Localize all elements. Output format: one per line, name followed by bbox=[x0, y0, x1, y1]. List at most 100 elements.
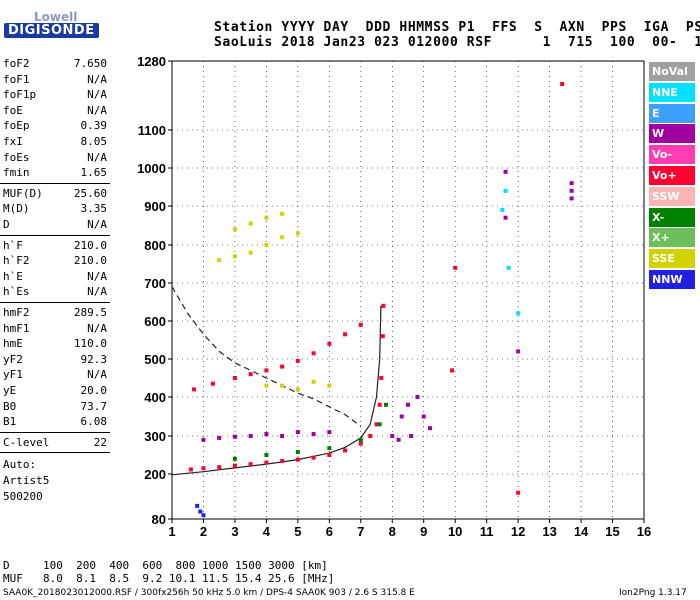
echo-point bbox=[232, 463, 237, 468]
param-name: hmF1 bbox=[3, 321, 30, 335]
echo-point bbox=[195, 503, 200, 508]
param-separator bbox=[0, 234, 110, 236]
logo-digisonde: DIGISONDE bbox=[4, 23, 99, 38]
echo-point bbox=[311, 455, 316, 460]
echo-point bbox=[232, 376, 237, 380]
param-name: hmF2 bbox=[3, 306, 30, 319]
d-values: 100 200 400 600 800 1000 1500 3000 [km] bbox=[43, 559, 328, 572]
echo-point bbox=[343, 332, 348, 337]
echo-point bbox=[358, 441, 363, 446]
echo-point bbox=[569, 196, 574, 201]
echo-point bbox=[280, 459, 285, 464]
auto-line: 500200 bbox=[3, 489, 43, 503]
param-row-d: D N/A bbox=[3, 218, 107, 232]
x-tick-label: 13 bbox=[542, 524, 556, 539]
echo-point bbox=[248, 462, 253, 467]
echo-point bbox=[217, 465, 222, 470]
echo-point bbox=[453, 265, 458, 270]
param-value: 20.0 bbox=[80, 384, 108, 397]
param-name: foF2 bbox=[3, 57, 30, 70]
echo-point bbox=[201, 437, 206, 442]
echo-point bbox=[201, 466, 206, 471]
echo-point bbox=[374, 422, 379, 427]
param-name: B0 bbox=[3, 399, 17, 413]
param-row-b0: B0 73.7 bbox=[3, 400, 107, 414]
x-tick-label: 1 bbox=[168, 524, 175, 539]
echo-point bbox=[192, 387, 197, 392]
param-name: foF1p bbox=[3, 88, 37, 102]
echo-point bbox=[198, 509, 203, 514]
param-name: h`F bbox=[3, 238, 23, 252]
echo-point bbox=[280, 235, 285, 240]
param-value: N/A bbox=[87, 218, 107, 231]
echo-point bbox=[503, 188, 508, 193]
param-row-hes: h`Es N/A bbox=[3, 285, 107, 299]
echo-point bbox=[217, 435, 222, 440]
echo-point bbox=[295, 387, 300, 392]
param-value: 92.3 bbox=[80, 352, 108, 366]
echo-point bbox=[210, 381, 215, 386]
echo-point bbox=[380, 334, 385, 339]
echo-point bbox=[264, 453, 269, 457]
param-name: hmE bbox=[3, 337, 23, 351]
legend-item-noval: NoVal bbox=[649, 62, 695, 81]
param-name: fmin bbox=[3, 166, 30, 180]
echo-point bbox=[560, 82, 565, 86]
param-name: h`F2 bbox=[3, 254, 30, 268]
param-row-foes: foEs N/A bbox=[3, 151, 107, 165]
param-name: M(D) bbox=[3, 202, 30, 216]
param-value: 25.60 bbox=[73, 186, 107, 200]
x-tick-label: 14 bbox=[574, 524, 589, 539]
param-value: N/A bbox=[87, 368, 107, 382]
echo-point bbox=[327, 446, 332, 451]
x-tick-label: 12 bbox=[511, 524, 525, 539]
param-name: foE bbox=[3, 103, 23, 117]
echo-point bbox=[280, 364, 285, 369]
param-value: 210.0 bbox=[73, 254, 107, 268]
echo-point bbox=[516, 311, 521, 316]
echo-point bbox=[295, 430, 300, 435]
y-tick-label: 200 bbox=[144, 467, 166, 482]
x-tick-label: 2 bbox=[200, 524, 207, 539]
y-tick-label: 1000 bbox=[137, 161, 166, 176]
legend-item-ssw: SSW bbox=[649, 186, 695, 206]
echo-point bbox=[280, 434, 285, 438]
legend-item-nne: NNE bbox=[649, 82, 695, 102]
param-name: foEp bbox=[3, 119, 30, 133]
echo-point bbox=[421, 414, 426, 419]
echo-point bbox=[232, 227, 237, 232]
legend-item-nnw: NNW bbox=[649, 270, 695, 289]
x-tick-label: 7 bbox=[357, 524, 364, 539]
legend-item-sse: SSE bbox=[649, 249, 695, 269]
x-tick-label: 4 bbox=[263, 524, 271, 539]
param-value: N/A bbox=[87, 103, 107, 117]
y-tick-label: 900 bbox=[144, 199, 166, 214]
legend-item-x: X- bbox=[649, 207, 695, 227]
x-tick-label: 10 bbox=[448, 524, 462, 539]
param-row-b1: B1 6.08 bbox=[3, 415, 107, 429]
param-name: B1 bbox=[3, 415, 17, 429]
echo-point bbox=[390, 434, 395, 438]
echo-point bbox=[406, 402, 410, 407]
param-name: D bbox=[3, 218, 10, 231]
param-row-ye: yE 20.0 bbox=[3, 384, 107, 398]
y-tick-label: 1100 bbox=[138, 123, 166, 138]
d-label: D bbox=[3, 559, 10, 572]
param-row-md: M(D) 3.35 bbox=[3, 202, 107, 216]
x-tick-label: 15 bbox=[605, 524, 619, 539]
echo-point bbox=[399, 414, 404, 419]
param-name: h`E bbox=[3, 269, 23, 283]
plot-frame bbox=[171, 60, 645, 520]
echo-point bbox=[264, 243, 269, 247]
echo-point bbox=[503, 215, 508, 220]
param-value: N/A bbox=[87, 321, 107, 335]
param-row-fof1p: foF1p N/A bbox=[3, 88, 107, 102]
param-name: h`Es bbox=[3, 285, 30, 299]
param-row-fxi: fxI 8.05 bbox=[3, 135, 107, 149]
x-tick-label: 16 bbox=[637, 524, 651, 539]
echo-point bbox=[409, 434, 414, 438]
x-tick-label: 8 bbox=[389, 524, 396, 539]
param-value: N/A bbox=[87, 88, 107, 102]
echo-point bbox=[506, 265, 511, 270]
param-row-hmf2: hmF2 289.5 bbox=[3, 306, 107, 320]
